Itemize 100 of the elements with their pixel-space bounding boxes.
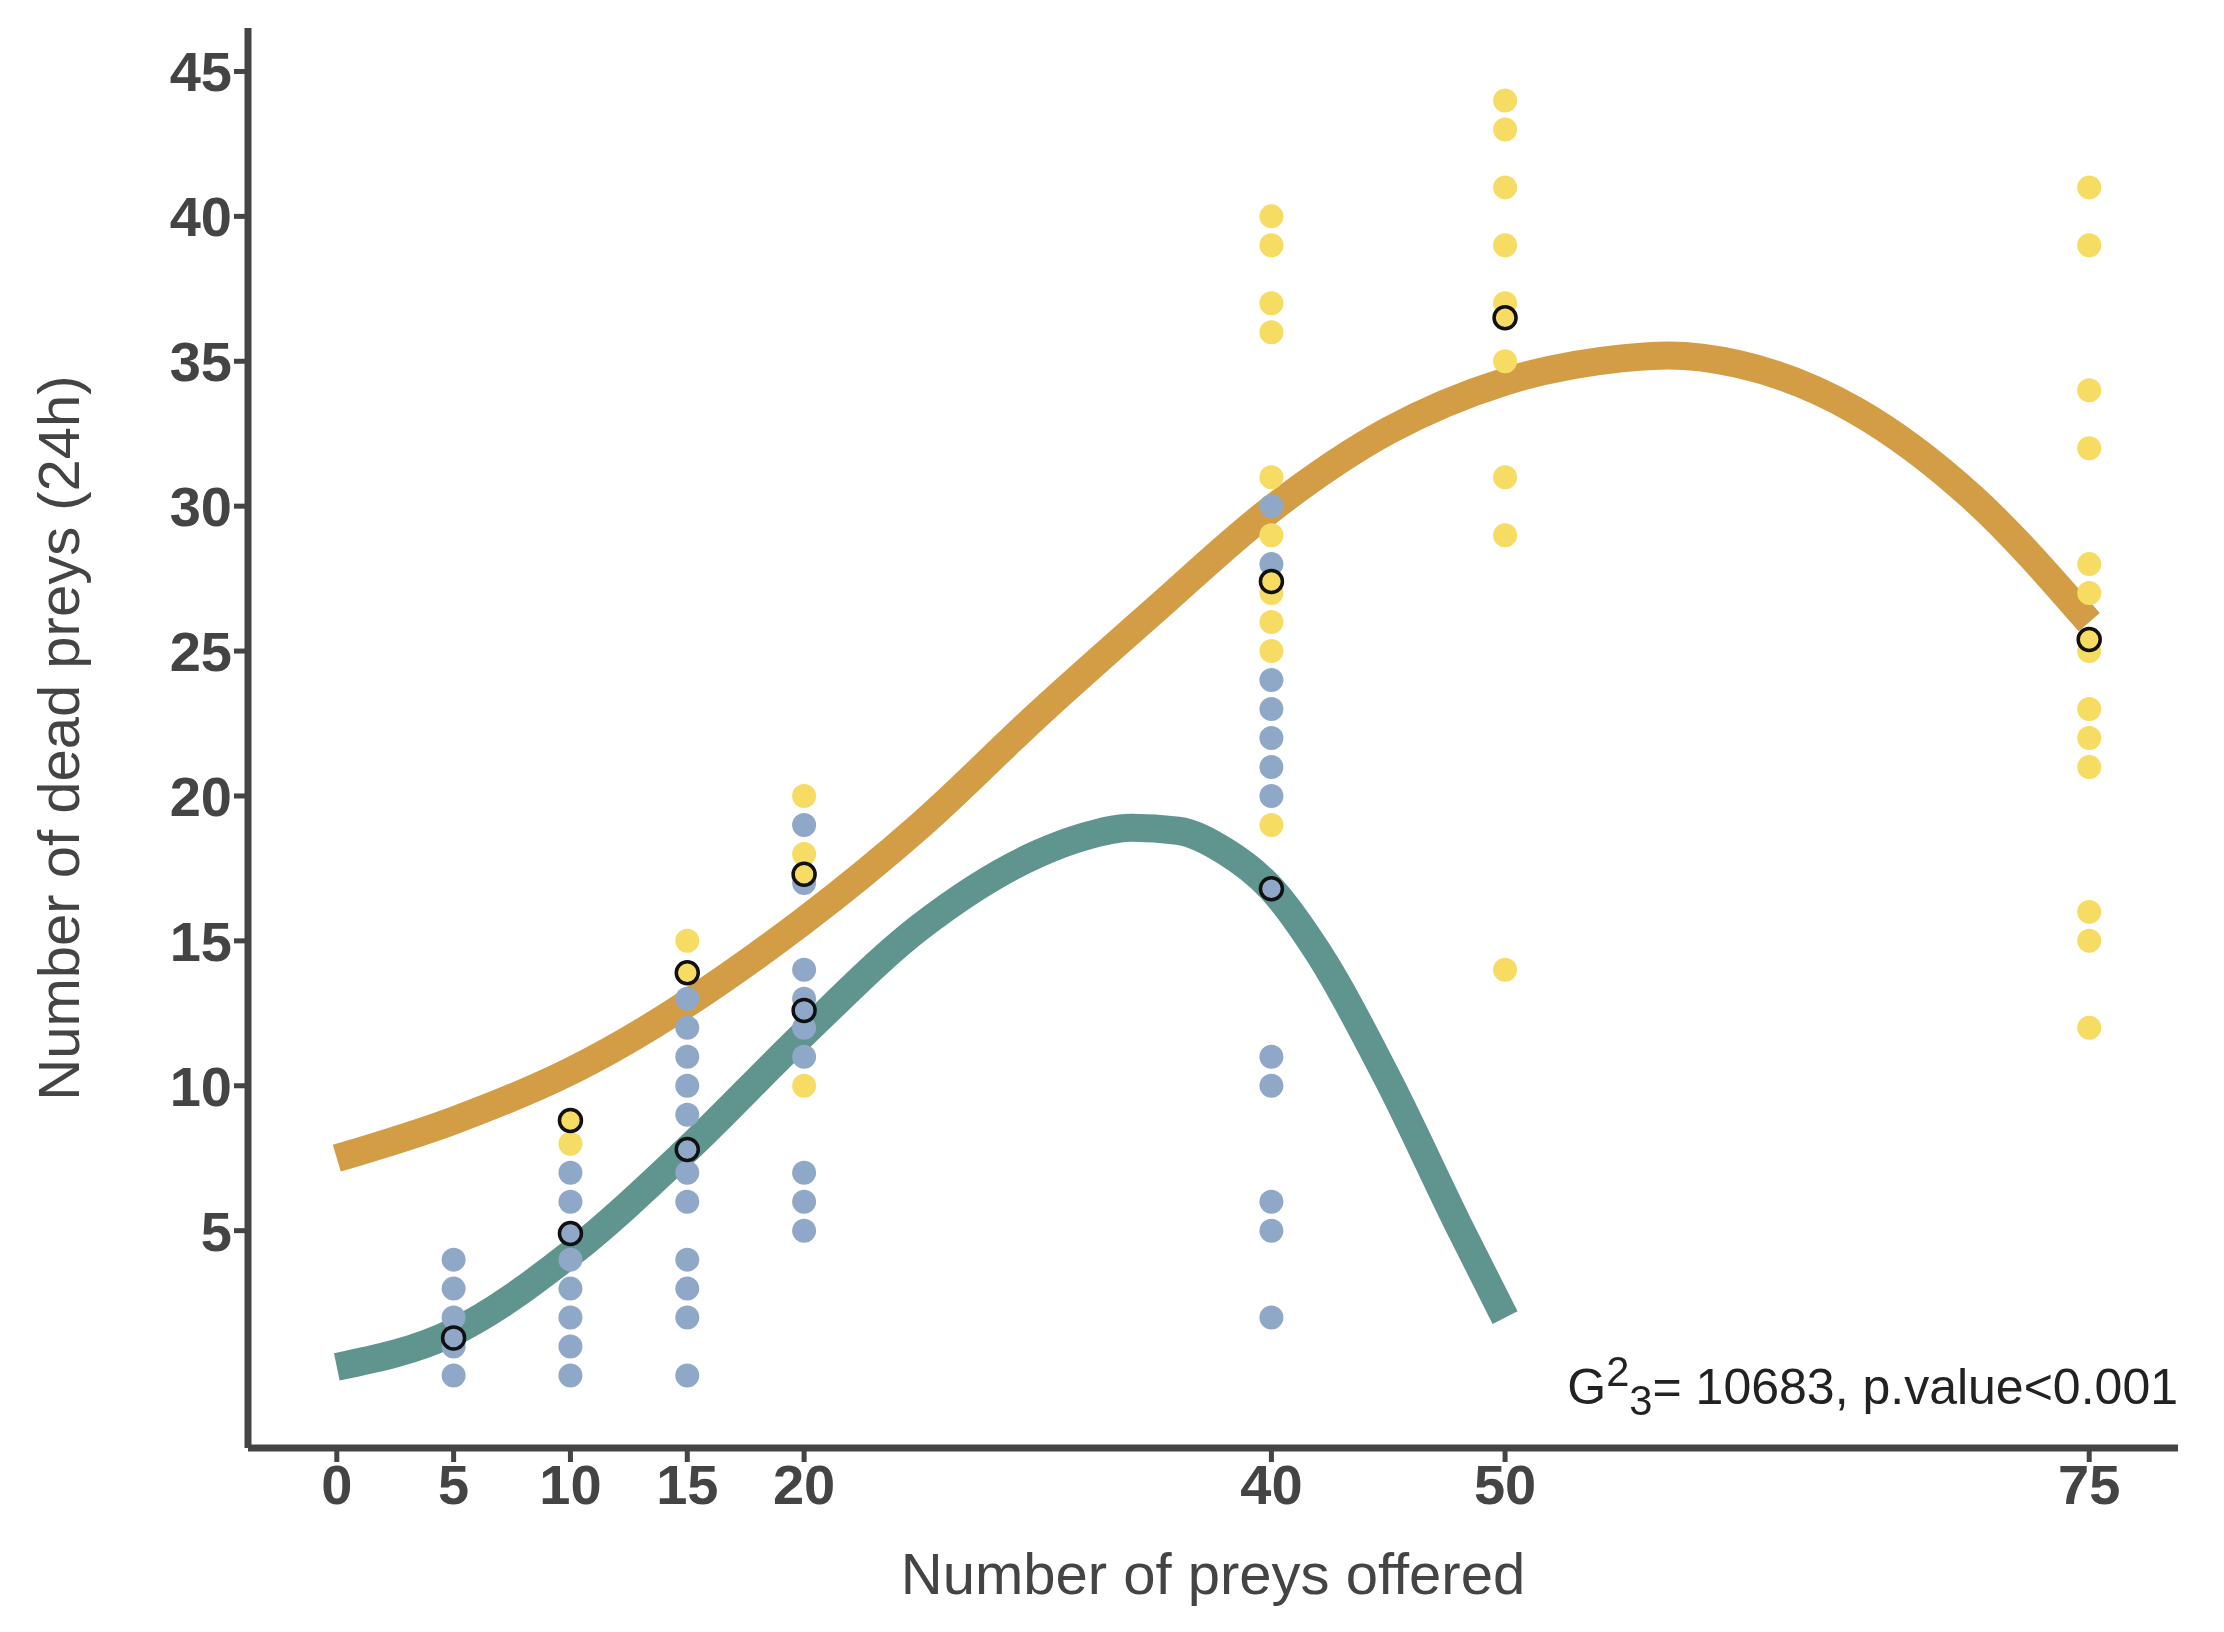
y-tick-label: 15 [169, 909, 232, 973]
point [792, 1218, 817, 1243]
point [441, 1363, 466, 1388]
y-tick-label: 40 [169, 185, 232, 249]
point [675, 1015, 700, 1040]
point [1492, 305, 1518, 331]
point [558, 1160, 583, 1185]
y-tick-label: 5 [200, 1199, 232, 1263]
point [558, 1363, 583, 1388]
point [1259, 812, 1284, 837]
point [557, 1107, 584, 1134]
point [675, 986, 700, 1011]
point [675, 1160, 700, 1185]
point [675, 1276, 700, 1301]
x-tick-label: 15 [656, 1452, 719, 1516]
point [1259, 1305, 1284, 1330]
point [1493, 88, 1518, 113]
point [675, 1073, 700, 1098]
point [1259, 639, 1284, 664]
point [1259, 697, 1284, 722]
point [675, 1305, 700, 1330]
point [792, 783, 817, 808]
point [675, 928, 700, 953]
point [2077, 726, 2102, 750]
point [792, 1160, 817, 1185]
point [1259, 494, 1284, 519]
point [558, 1334, 583, 1359]
x-tick-label: 50 [1473, 1452, 1537, 1516]
point [1493, 233, 1518, 258]
point [675, 1247, 700, 1272]
y-tick-label: 30 [169, 475, 232, 539]
point [558, 1131, 583, 1156]
x-tick-label: 5 [438, 1452, 470, 1516]
point [791, 997, 817, 1024]
point [2077, 754, 2102, 779]
point [1258, 875, 1285, 902]
point [1259, 726, 1284, 750]
point [2077, 928, 2102, 953]
point [2077, 899, 2102, 924]
point [674, 959, 701, 986]
point [558, 1305, 583, 1330]
x-tick-label: 10 [539, 1452, 602, 1516]
point [558, 1276, 583, 1301]
point [1259, 291, 1284, 316]
point [1259, 465, 1284, 490]
point [1259, 523, 1284, 548]
point [1259, 783, 1284, 808]
point [792, 1073, 817, 1098]
point [1493, 349, 1518, 374]
point [1259, 204, 1284, 229]
point [1259, 1044, 1284, 1069]
x-tick-label: 0 [321, 1452, 353, 1516]
point [2077, 233, 2102, 258]
point [2077, 378, 2102, 403]
point [675, 1363, 700, 1388]
x-axis-title: Number of preys offered [900, 1541, 1526, 1606]
point [2077, 552, 2102, 577]
point [792, 841, 817, 866]
point [792, 1189, 817, 1214]
annotation: G$^{2}$$_{3}$= 10683, p.value<0.001 [1567, 1348, 2178, 1425]
point [1493, 523, 1518, 548]
point [674, 1136, 701, 1163]
y-axis-title: Number of dead preys (24h) [25, 375, 91, 1101]
point [1493, 117, 1518, 142]
point [2077, 697, 2102, 722]
x-tick-label: 75 [2058, 1452, 2121, 1516]
point [792, 957, 817, 982]
point [1259, 320, 1284, 345]
x-tick-label: 40 [1240, 1452, 1303, 1516]
point [1493, 957, 1518, 982]
point [2077, 1015, 2102, 1040]
point [2076, 626, 2102, 653]
point [441, 1247, 466, 1272]
point [2077, 175, 2102, 200]
point [558, 1189, 583, 1214]
point [1493, 175, 1518, 200]
point [1259, 610, 1284, 635]
y-tick-label: 25 [169, 619, 232, 683]
point [1258, 568, 1285, 595]
point [675, 1189, 700, 1214]
point [1259, 233, 1284, 258]
point [1259, 1218, 1284, 1243]
point [792, 812, 817, 837]
point [1259, 668, 1284, 693]
point [1259, 754, 1284, 779]
x-tick-label: 20 [772, 1452, 836, 1516]
point [2077, 581, 2102, 606]
y-tick-label: 45 [169, 40, 232, 104]
y-tick-label: 35 [169, 330, 232, 394]
point [1493, 465, 1518, 490]
point [557, 1220, 584, 1247]
point [558, 1247, 583, 1272]
point [791, 861, 817, 887]
point [675, 1102, 700, 1127]
point [440, 1325, 467, 1351]
point [441, 1276, 466, 1301]
point [1259, 1073, 1284, 1098]
point [675, 1044, 700, 1069]
point [792, 1044, 817, 1069]
point [1259, 1189, 1284, 1214]
